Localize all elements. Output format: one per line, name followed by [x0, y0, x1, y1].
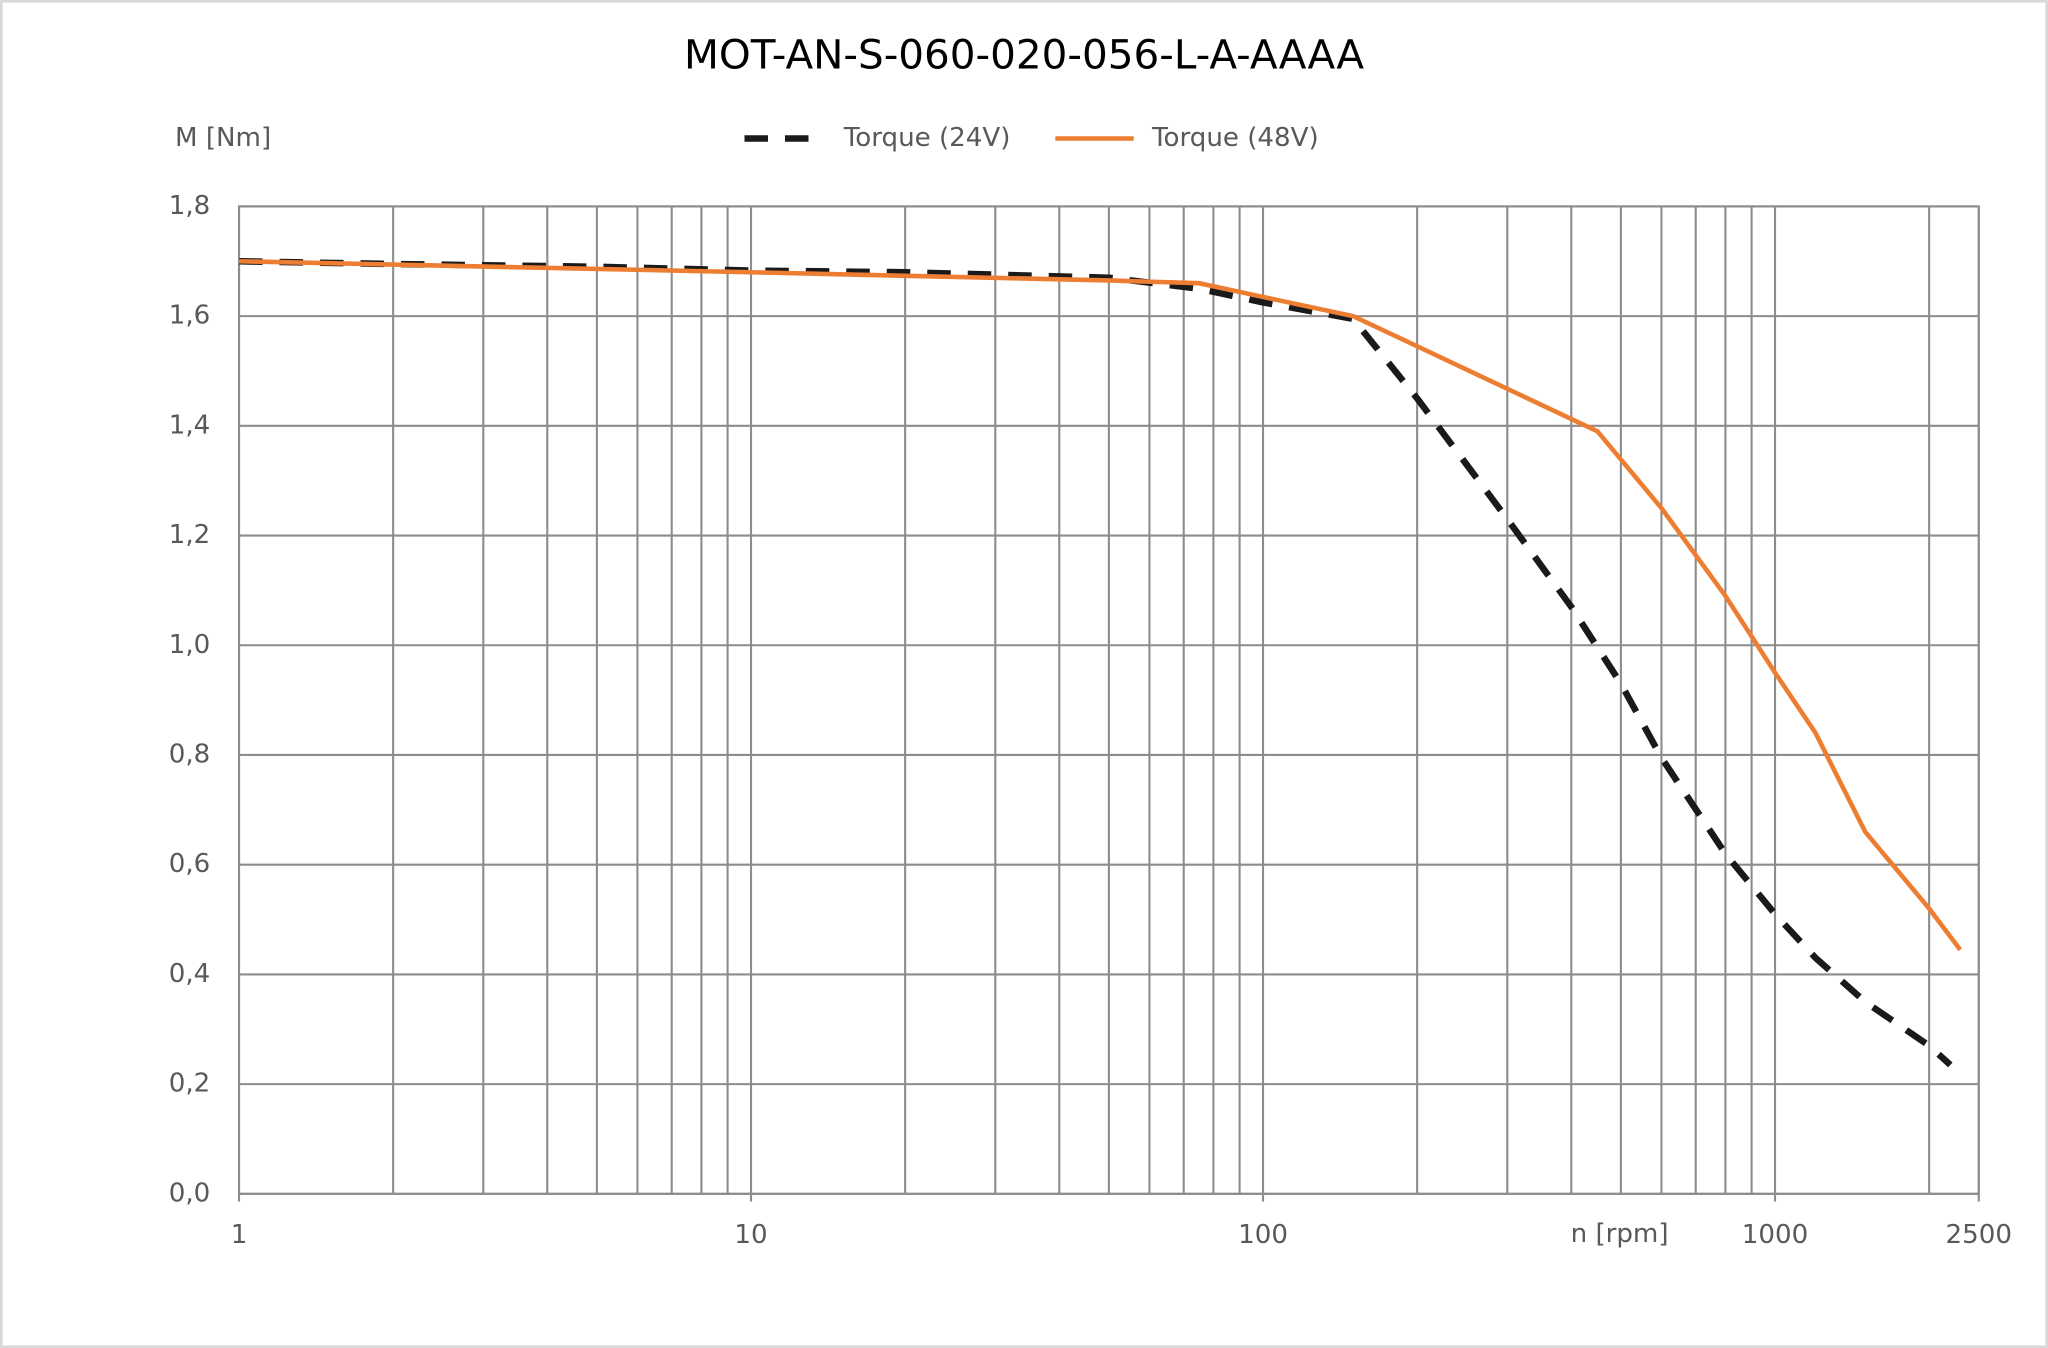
plot-border [237, 205, 1980, 1195]
x-tick-label: 10 [734, 1220, 767, 1250]
series-line [238, 258, 1963, 952]
y-tick-label: 0,2 [169, 1069, 211, 1099]
x-tick-label: 1 [231, 1220, 248, 1250]
legend-label: Torque (48V) [1151, 123, 1319, 153]
y-tick-label: 0,8 [169, 739, 211, 769]
x-tick-label: 100 [1238, 1220, 1288, 1250]
x-tick-label: 1000 [1742, 1220, 1808, 1250]
x-axis-label: n [rpm] [1571, 1219, 1669, 1249]
y-tick-label: 1,2 [169, 520, 211, 550]
x-tick-label: 2500 [1946, 1220, 2012, 1250]
y-tick-label: 0,0 [169, 1178, 211, 1208]
y-tick-label: 0,4 [169, 959, 211, 989]
y-tick-label: 0,6 [169, 849, 211, 879]
y-tick-label: 1,8 [169, 191, 211, 221]
y-axis-label: M [Nm] [175, 123, 271, 153]
y-tick-label: 1,0 [169, 630, 211, 660]
legend-label: Torque (24V) [843, 123, 1011, 153]
chart-title: MOT-AN-S-060-020-056-L-A-AAAA [684, 31, 1364, 79]
y-tick-label: 1,4 [169, 410, 211, 440]
y-tick-label: 1,6 [169, 301, 211, 331]
